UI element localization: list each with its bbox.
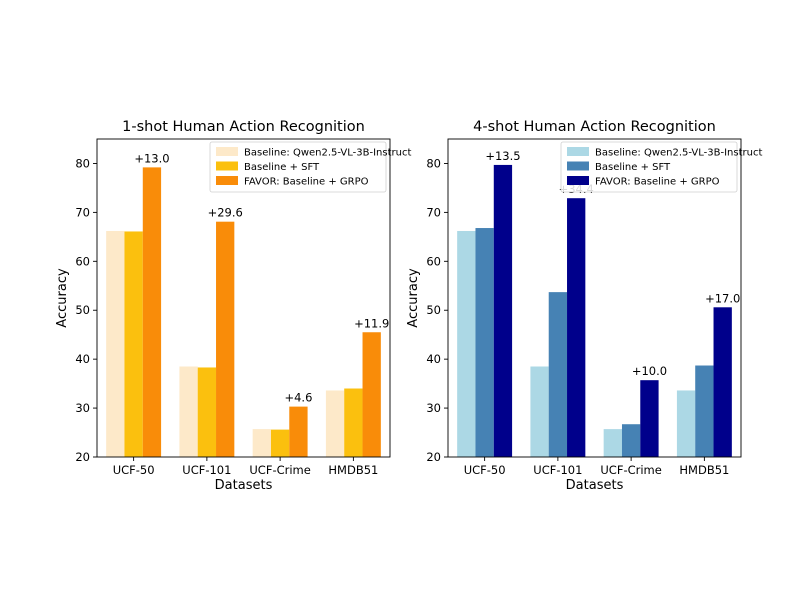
legend-swatch-2 xyxy=(567,161,589,171)
plot-frame xyxy=(96,138,391,458)
improvement-label: +13.5 xyxy=(485,149,520,163)
legend-entry-1: Baseline: Qwen2.5-VL-3B-Instruct xyxy=(244,148,411,159)
improvement-label: +10.0 xyxy=(632,364,667,378)
bar-ucf-101-series-2 xyxy=(548,292,568,457)
bar-ucf-crime-series-1 xyxy=(603,429,622,457)
y-tick-label: 80 xyxy=(75,156,90,170)
bar-ucf-101-series-1 xyxy=(179,366,198,457)
y-tick-label: 40 xyxy=(426,352,441,366)
bar-ucf-50-series-3 xyxy=(142,167,162,457)
bar-ucf-50-series-2 xyxy=(124,231,143,457)
bar-hmdb51-series-3 xyxy=(713,307,732,457)
bar-ucf-101-series-3 xyxy=(216,221,235,457)
y-tick-label: 70 xyxy=(75,205,90,219)
bar-ucf-50-series-1 xyxy=(457,230,476,457)
bar-hmdb51-series-1 xyxy=(676,390,696,457)
bar-ucf-50-series-1 xyxy=(106,230,125,457)
y-tick-label: 40 xyxy=(75,352,90,366)
legend-swatch-3 xyxy=(567,176,589,185)
bar-hmdb51-series-2 xyxy=(344,388,363,457)
y-axis-label: Accuracy xyxy=(55,268,70,328)
chart-1-shot: +13.0 +29.6 +4.6 +11.9 20 30 40 50 60 70 80 UCF-50 U… xyxy=(55,119,411,493)
y-tick-label: 50 xyxy=(75,303,90,317)
y-tick-label: 80 xyxy=(426,156,441,170)
bar-ucf-crime-series-2 xyxy=(621,424,641,457)
y-tick-label: 20 xyxy=(426,450,441,464)
bar-ucf-crime-series-3 xyxy=(640,380,659,457)
bar-hmdb51-series-3 xyxy=(362,332,381,457)
bar-hmdb51-series-2 xyxy=(695,365,714,457)
x-axis-label: Datasets xyxy=(566,478,624,493)
bar-ucf-101-series-1 xyxy=(530,366,549,457)
x-tick-label: HMDB51 xyxy=(679,463,729,477)
bar-ucf-101-series-3 xyxy=(567,198,586,457)
chart-title: 1-shot Human Action Recognition xyxy=(122,119,365,135)
legend-swatch-1 xyxy=(567,147,589,156)
legend-entry-1: Baseline: Qwen2.5-VL-3B-Instruct xyxy=(595,148,762,159)
y-tick-label: 70 xyxy=(426,205,441,219)
y-tick-label: 60 xyxy=(426,254,441,268)
improvement-label: +11.9 xyxy=(354,316,389,330)
legend-entry-2: Baseline + SFT xyxy=(595,162,671,173)
legend-swatch-2 xyxy=(216,161,238,171)
x-tick-label: HMDB51 xyxy=(328,463,378,477)
legend-box xyxy=(209,141,387,193)
bar-ucf-50-series-2 xyxy=(475,228,494,457)
bar-ucf-101-series-2 xyxy=(197,367,217,457)
legend-entry-3: FAVOR: Baseline + GRPO xyxy=(244,177,369,188)
plot-frame xyxy=(447,138,742,458)
legend-swatch-3 xyxy=(216,176,238,185)
x-tick-label: UCF-101 xyxy=(182,463,231,477)
y-tick-label: 30 xyxy=(75,401,90,415)
bar-ucf-crime-series-3 xyxy=(289,406,308,457)
bar-hmdb51-series-1 xyxy=(325,390,345,457)
x-tick-label: UCF-101 xyxy=(533,463,582,477)
x-axis-label: Datasets xyxy=(215,478,273,493)
y-tick-label: 60 xyxy=(75,254,90,268)
improvement-label: +13.0 xyxy=(134,151,169,165)
y-tick-label: 20 xyxy=(75,450,90,464)
y-tick-label: 30 xyxy=(426,401,441,415)
legend-box xyxy=(560,141,738,193)
legend-swatch-1 xyxy=(216,147,238,156)
bar-ucf-crime-series-2 xyxy=(270,429,290,457)
y-axis-label: Accuracy xyxy=(406,268,421,328)
legend-entry-2: Baseline + SFT xyxy=(244,162,320,173)
x-tick-label: UCF-Crime xyxy=(600,463,661,477)
bar-ucf-crime-series-1 xyxy=(252,429,271,457)
improvement-label: +17.0 xyxy=(705,291,740,305)
bar-ucf-50-series-3 xyxy=(493,164,513,457)
x-tick-label: UCF-50 xyxy=(113,463,155,477)
chart-4-shot: +13.5+34.4+10.0+17.020304050607080UCF-50… xyxy=(406,119,762,493)
improvement-label: +29.6 xyxy=(208,206,243,220)
improvement-label: +4.6 xyxy=(284,391,312,405)
x-tick-label: UCF-Crime xyxy=(249,463,310,477)
legend-entry-3: FAVOR: Baseline + GRPO xyxy=(595,177,720,188)
chart-title: 4-shot Human Action Recognition xyxy=(473,119,716,135)
x-tick-label: UCF-50 xyxy=(464,463,506,477)
y-tick-label: 50 xyxy=(426,303,441,317)
